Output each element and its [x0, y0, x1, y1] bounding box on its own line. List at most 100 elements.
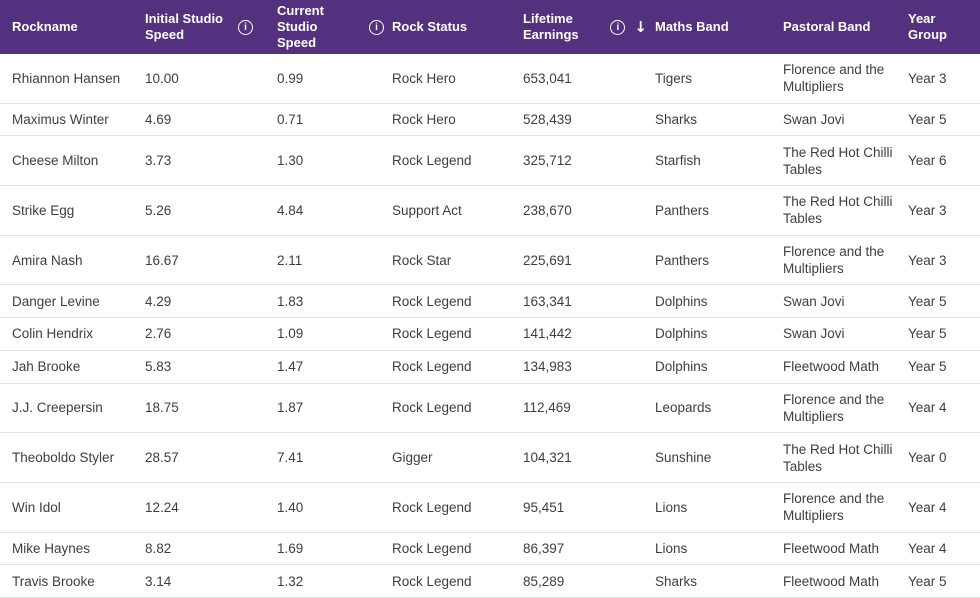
cell-year_group: Year 0	[908, 450, 947, 466]
cell-rockname: Danger Levine	[12, 293, 100, 309]
info-icon[interactable]: i	[610, 19, 626, 35]
column-header-label: Lifetime Earnings	[523, 11, 579, 42]
cell-initial_studio_speed: 5.83	[145, 359, 172, 375]
cell-rockname: Mike Haynes	[12, 540, 91, 556]
cell-rock_status: Rock Legend	[392, 573, 472, 589]
table-header-row: Rockname Initial Studio Speed i Current …	[0, 0, 980, 54]
cell-year_group: Year 3	[908, 252, 947, 268]
cell-initial_studio_speed: 4.29	[145, 293, 172, 309]
column-header-label: Maths Band	[655, 19, 729, 34]
cell-pastoral_band: The Red Hot Chilli Tables	[783, 441, 893, 474]
cell-maths_band: Starfish	[655, 153, 701, 169]
cell-maths_band: Leopards	[655, 400, 712, 416]
table-row: Amira Nash 16.67 2.11 Rock Star 225,691 Panth…	[0, 235, 980, 286]
cell-initial_studio_speed: 5.26	[145, 202, 172, 218]
info-icon[interactable]: i	[238, 19, 253, 35]
cell-initial_studio_speed: 10.00	[145, 70, 179, 86]
cell-current_studio_speed: 1.30	[277, 153, 304, 169]
cell-lifetime_earnings: 85,289	[523, 573, 565, 589]
cell-lifetime_earnings: 225,691	[523, 252, 572, 268]
table-row: Danger Levine 4.29 1.83 Rock Legend 163,341 D…	[0, 285, 980, 319]
cell-maths_band: Lions	[655, 540, 688, 556]
column-header-initial-studio-speed[interactable]: Initial Studio Speed i	[145, 11, 277, 43]
cell-pastoral_band: Florence and the Multipliers	[783, 62, 885, 95]
cell-rock_status: Gigger	[392, 450, 433, 466]
cell-maths_band: Dolphins	[655, 293, 708, 309]
sort-descending-icon[interactable]: ↓	[634, 18, 647, 36]
table-row: Jah Brooke 5.83 1.47 Rock Legend 134,983 Dolp…	[0, 350, 980, 384]
cell-initial_studio_speed: 4.69	[145, 112, 172, 128]
table-row: Maximus Winter 4.69 0.71 Rock Hero 528,439 Sh…	[0, 103, 980, 137]
cell-lifetime_earnings: 528,439	[523, 112, 572, 128]
column-header-label: Pastoral Band	[783, 19, 871, 34]
cell-rockname: Strike Egg	[12, 202, 75, 218]
cell-maths_band: Lions	[655, 499, 688, 515]
column-header-rock-status[interactable]: Rock Status	[392, 19, 523, 35]
cell-rock_status: Rock Legend	[392, 293, 472, 309]
cell-current_studio_speed: 1.40	[277, 499, 304, 515]
cell-current_studio_speed: 4.84	[277, 202, 304, 218]
cell-year_group: Year 4	[908, 400, 947, 416]
cell-rockname: Theoboldo Styler	[12, 450, 115, 466]
cell-current_studio_speed: 7.41	[277, 450, 304, 466]
column-header-rockname[interactable]: Rockname	[12, 19, 145, 35]
column-header-label: Initial Studio Speed	[145, 11, 223, 42]
cell-year_group: Year 5	[908, 326, 947, 342]
cell-rock_status: Rock Hero	[392, 70, 456, 86]
cell-rockname: Travis Brooke	[12, 573, 95, 589]
table-row: Strike Egg 5.26 4.84 Support Act 238,670 Pant…	[0, 186, 980, 236]
cell-year_group: Year 3	[908, 202, 947, 218]
cell-lifetime_earnings: 325,712	[523, 153, 572, 169]
cell-rock_status: Rock Star	[392, 252, 452, 268]
column-header-label: Year Group	[908, 11, 947, 42]
cell-maths_band: Dolphins	[655, 326, 708, 342]
cell-current_studio_speed: 0.71	[277, 112, 304, 128]
cell-current_studio_speed: 1.47	[277, 359, 304, 375]
column-header-lifetime-earnings[interactable]: Lifetime Earnings i ↓	[523, 11, 655, 43]
cell-initial_studio_speed: 8.82	[145, 540, 172, 556]
cell-maths_band: Sharks	[655, 112, 698, 128]
cell-maths_band: Sharks	[655, 573, 698, 589]
cell-rock_status: Rock Legend	[392, 540, 472, 556]
table-row: Mike Haynes 8.82 1.69 Rock Legend 86,397 Lion…	[0, 532, 980, 566]
table-row: Rhiannon Hansen 10.00 0.99 Rock Hero 653,041…	[0, 54, 980, 104]
column-header-pastoral-band[interactable]: Pastoral Band	[783, 19, 908, 35]
cell-pastoral_band: The Red Hot Chilli Tables	[783, 144, 893, 177]
column-header-label: Current Studio Speed	[277, 3, 324, 50]
info-icon[interactable]: i	[369, 19, 384, 35]
cell-pastoral_band: The Red Hot Chilli Tables	[783, 194, 893, 227]
cell-current_studio_speed: 1.83	[277, 293, 304, 309]
cell-maths_band: Sunshine	[655, 450, 712, 466]
cell-rock_status: Rock Legend	[392, 499, 472, 515]
cell-year_group: Year 4	[908, 499, 947, 515]
cell-lifetime_earnings: 141,442	[523, 326, 572, 342]
cell-pastoral_band: Swan Jovi	[783, 326, 845, 342]
cell-current_studio_speed: 1.69	[277, 540, 304, 556]
column-header-label: Rock Status	[392, 19, 468, 34]
cell-rockname: J.J. Creepersin	[12, 400, 103, 416]
cell-rockname: Colin Hendrix	[12, 326, 94, 342]
column-header-year-group[interactable]: Year Group	[908, 11, 980, 43]
column-header-label: Rockname	[12, 19, 78, 34]
cell-rockname: Cheese Milton	[12, 153, 99, 169]
cell-pastoral_band: Florence and the Multipliers	[783, 491, 885, 524]
cell-year_group: Year 6	[908, 153, 947, 169]
cell-initial_studio_speed: 3.73	[145, 153, 172, 169]
column-header-current-studio-speed[interactable]: Current Studio Speed i	[277, 3, 392, 51]
cell-lifetime_earnings: 104,321	[523, 450, 572, 466]
cell-lifetime_earnings: 112,469	[523, 400, 571, 416]
table-row: Travis Brooke 3.14 1.32 Rock Legend 85,289 Sh…	[0, 565, 980, 598]
cell-initial_studio_speed: 12.24	[145, 499, 179, 515]
cell-maths_band: Dolphins	[655, 359, 708, 375]
cell-rock_status: Rock Legend	[392, 153, 472, 169]
cell-rock_status: Support Act	[392, 202, 462, 218]
cell-rockname: Win Idol	[12, 499, 61, 515]
cell-year_group: Year 5	[908, 293, 947, 309]
table-row: Theoboldo Styler 28.57 7.41 Gigger 104,321 Su…	[0, 433, 980, 483]
cell-lifetime_earnings: 86,397	[523, 540, 565, 556]
cell-pastoral_band: Florence and the Multipliers	[783, 244, 885, 277]
table-row: J.J. Creepersin 18.75 1.87 Rock Legend 112,4…	[0, 383, 980, 434]
column-header-maths-band[interactable]: Maths Band	[655, 19, 783, 35]
cell-initial_studio_speed: 28.57	[145, 450, 179, 466]
